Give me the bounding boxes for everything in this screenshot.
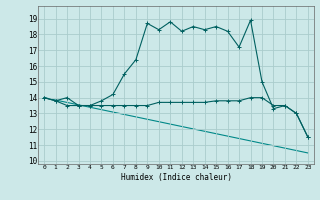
X-axis label: Humidex (Indice chaleur): Humidex (Indice chaleur): [121, 173, 231, 182]
